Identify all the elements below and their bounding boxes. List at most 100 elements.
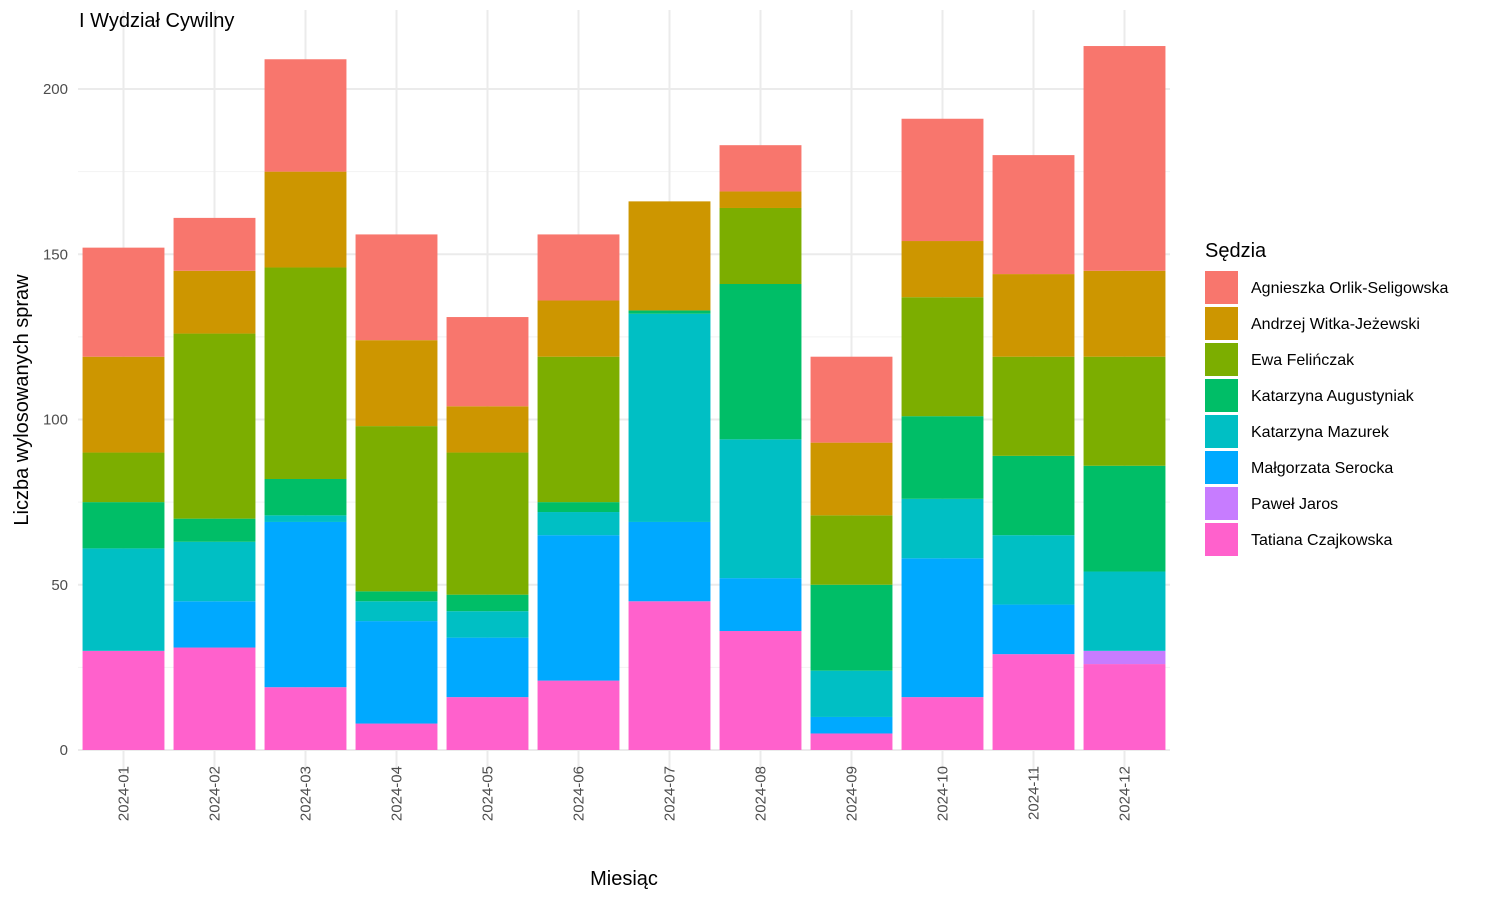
chart-title: I Wydział Cywilny <box>79 10 234 32</box>
bar-segment <box>355 591 438 602</box>
bar-segment <box>992 155 1075 275</box>
bar-segment <box>810 670 893 717</box>
bar-segment <box>901 498 984 559</box>
bar-segment <box>537 512 620 536</box>
y-tick-label: 100 <box>43 412 68 429</box>
bar-segment <box>719 283 802 440</box>
bar-segment <box>1083 270 1166 357</box>
bar-segment <box>173 270 256 334</box>
bar-segment <box>264 478 347 516</box>
bar-segment <box>719 207 802 284</box>
y-tick-label: 50 <box>51 577 68 594</box>
bar-segment <box>992 604 1075 655</box>
bar-segment <box>82 356 165 453</box>
y-tick-label: 150 <box>43 246 68 263</box>
x-axis-title: Miesiąc <box>590 868 658 890</box>
x-tick-label: 2024-01 <box>116 766 133 821</box>
legend-label: Katarzyna Augustyniak <box>1251 388 1415 405</box>
bar-segment <box>719 578 802 632</box>
legend-swatch <box>1205 307 1238 340</box>
bar-segment <box>355 601 438 622</box>
bar-segment <box>1083 664 1166 750</box>
bar-segment <box>628 310 711 314</box>
bar-segment <box>1083 465 1166 572</box>
legend: Sędzia Agnieszka Orlik-Seligowska Andrzej… <box>1205 240 1449 556</box>
y-axis-title: Liczba wylosowanych spraw <box>11 274 33 526</box>
bar-segment <box>264 59 347 172</box>
bar-segment <box>355 426 438 592</box>
legend-swatch <box>1205 271 1238 304</box>
x-axis-ticks: 2024-01 2024-02 2024-03 2024-04 2024-05 2024-… <box>116 766 1134 821</box>
legend-label: Małgorzata Serocka <box>1251 460 1393 477</box>
x-tick-label: 2024-11 <box>1026 766 1043 820</box>
x-tick-label: 2024-09 <box>844 766 861 821</box>
bar-segment <box>810 515 893 585</box>
bar-segment <box>537 234 620 301</box>
bar-segment <box>628 601 711 750</box>
legend-title: Sędzia <box>1205 240 1267 262</box>
bar-segment <box>173 217 256 271</box>
bar-segment <box>628 521 711 602</box>
legend-label: Katarzyna Mazurek <box>1251 424 1390 441</box>
x-tick-label: 2024-12 <box>1117 766 1134 821</box>
x-tick-label: 2024-05 <box>480 766 497 821</box>
bar-segment <box>173 541 256 602</box>
bar-segment <box>628 313 711 522</box>
bar-segment <box>264 687 347 750</box>
bar-segment <box>1083 356 1166 466</box>
bar-segment <box>992 654 1075 750</box>
bar-segment <box>1083 46 1166 271</box>
legend-label: Ewa Felińczak <box>1251 352 1355 369</box>
bar-segment <box>719 631 802 750</box>
bar-segment <box>537 502 620 513</box>
bar-segment <box>901 697 984 750</box>
bar-segment <box>537 535 620 681</box>
bar-segment <box>82 650 165 750</box>
bar-segment <box>1083 650 1166 665</box>
bars <box>82 46 1166 750</box>
y-tick-label: 0 <box>60 742 68 759</box>
y-axis-ticks: 0 50 100 150 200 <box>43 81 68 759</box>
bar-segment <box>173 647 256 750</box>
legend-swatch <box>1205 379 1238 412</box>
bar-segment <box>82 548 165 651</box>
bar-segment <box>810 584 893 671</box>
bar-segment <box>264 521 347 688</box>
bar-segment <box>810 442 893 516</box>
bar-segment <box>446 637 529 698</box>
legend-swatch <box>1205 523 1238 556</box>
x-tick-label: 2024-06 <box>571 766 588 821</box>
bar-segment <box>82 452 165 503</box>
bar-segment <box>537 356 620 503</box>
y-tick-label: 200 <box>43 81 68 98</box>
bar-segment <box>901 558 984 698</box>
bar-segment <box>446 317 529 407</box>
bar-segment <box>901 118 984 242</box>
bar-segment <box>992 356 1075 456</box>
bar-segment <box>173 601 256 648</box>
bar-segment <box>264 515 347 522</box>
bar-segment <box>173 333 256 519</box>
bar-segment <box>901 241 984 298</box>
bar-segment <box>719 191 802 208</box>
bar-segment <box>810 356 893 443</box>
bar-segment <box>810 733 893 750</box>
x-tick-label: 2024-02 <box>207 766 224 821</box>
bar-segment <box>355 234 438 341</box>
bar-segment <box>719 145 802 192</box>
legend-swatch <box>1205 487 1238 520</box>
x-tick-label: 2024-04 <box>389 766 406 821</box>
bar-segment <box>1083 571 1166 651</box>
bar-segment <box>446 697 529 750</box>
bar-segment <box>537 300 620 357</box>
legend-swatch <box>1205 451 1238 484</box>
bar-segment <box>719 439 802 579</box>
bar-segment <box>901 297 984 417</box>
bar-segment <box>901 416 984 499</box>
bar-segment <box>446 594 529 612</box>
legend-label: Andrzej Witka-Jeżewski <box>1251 316 1420 333</box>
bar-segment <box>82 247 165 357</box>
bar-segment <box>446 406 529 453</box>
bar-segment <box>264 267 347 479</box>
